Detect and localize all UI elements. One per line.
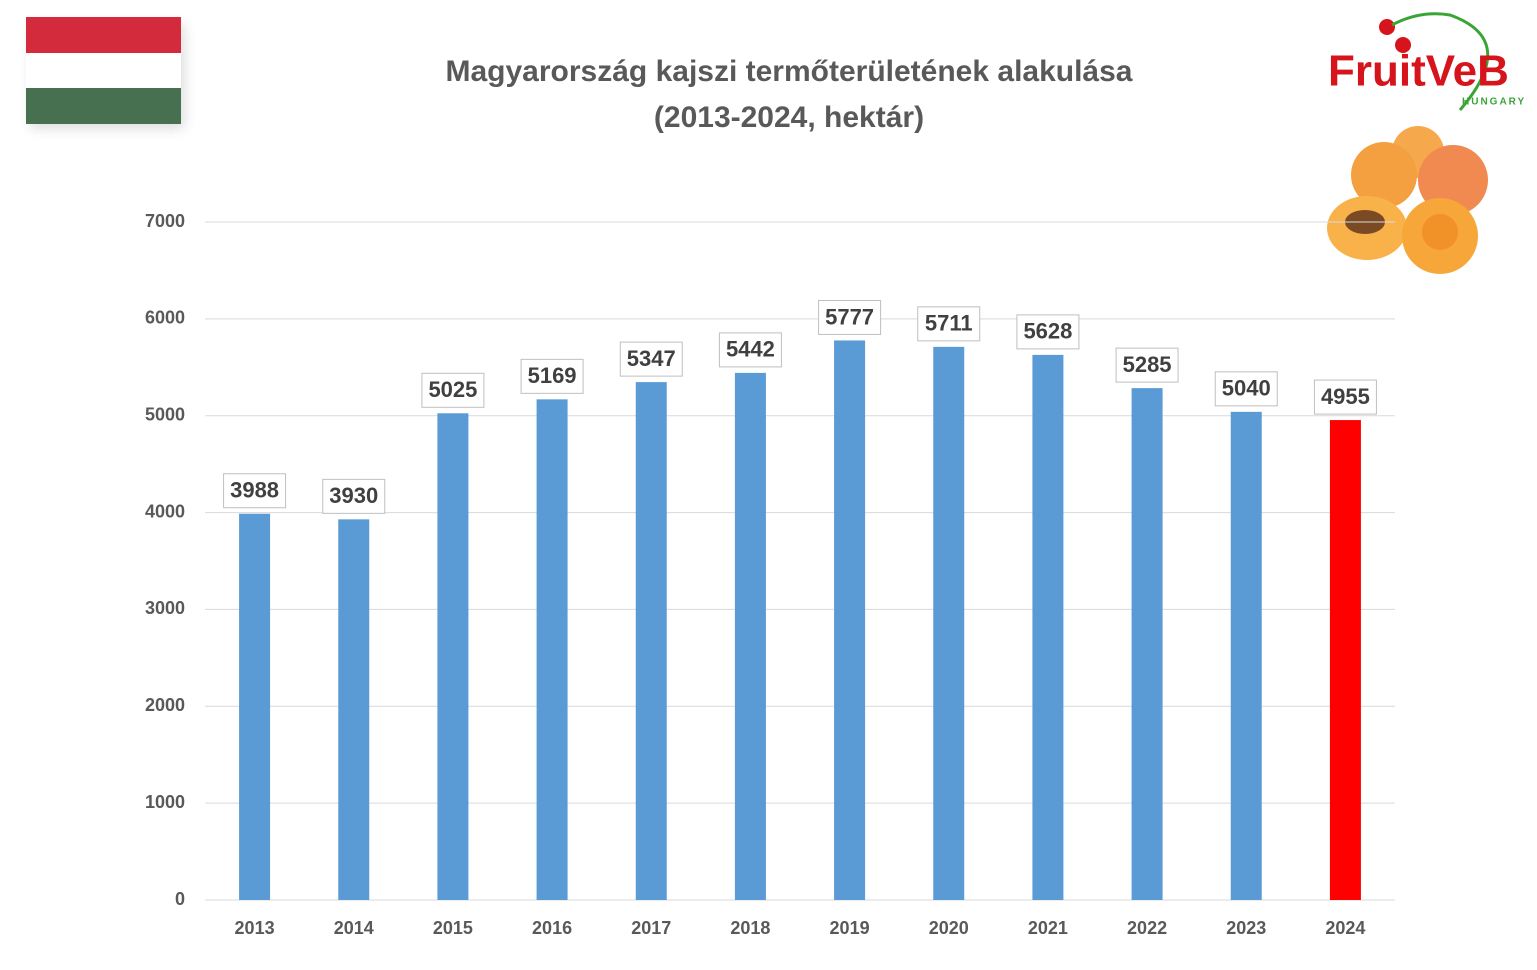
value-label-box bbox=[818, 299, 882, 335]
value-label: 3988 bbox=[230, 478, 279, 503]
value-label-box bbox=[718, 332, 782, 368]
bar bbox=[635, 382, 667, 900]
x-tick-label: 2019 bbox=[830, 918, 870, 938]
bar bbox=[1230, 411, 1262, 900]
value-label: 5628 bbox=[1023, 319, 1072, 344]
value-label-box bbox=[421, 372, 485, 408]
value-label-box bbox=[619, 341, 683, 377]
bar bbox=[338, 519, 370, 900]
y-tick-label: 2000 bbox=[145, 695, 185, 715]
chart-title: Magyarország kajszi termőterületének ala… bbox=[446, 55, 1133, 88]
value-label: 5777 bbox=[825, 304, 874, 329]
y-tick-label: 4000 bbox=[145, 501, 185, 521]
x-tick-label: 2014 bbox=[334, 918, 374, 938]
x-tick-label: 2013 bbox=[235, 918, 275, 938]
bar bbox=[1131, 388, 1163, 900]
x-tick-label: 2018 bbox=[730, 918, 770, 938]
value-label: 5442 bbox=[726, 337, 775, 362]
bar bbox=[239, 513, 271, 900]
value-label: 5285 bbox=[1123, 352, 1172, 377]
x-tick-label: 2020 bbox=[929, 918, 969, 938]
logo-country: HUNGARY bbox=[1462, 97, 1526, 108]
x-tick-label: 2021 bbox=[1028, 918, 1068, 938]
x-tick-label: 2017 bbox=[631, 918, 671, 938]
y-tick-label: 1000 bbox=[145, 792, 185, 812]
value-label: 5025 bbox=[428, 377, 477, 402]
y-tick-label: 7000 bbox=[145, 211, 185, 231]
value-label-box bbox=[1313, 379, 1377, 415]
x-tick-label: 2022 bbox=[1127, 918, 1167, 938]
x-tick-label: 2016 bbox=[532, 918, 572, 938]
y-tick-label: 0 bbox=[175, 889, 185, 909]
apricots bbox=[1327, 126, 1488, 274]
bar bbox=[1329, 420, 1361, 900]
value-label-box bbox=[223, 473, 287, 509]
x-tick-label: 2015 bbox=[433, 918, 473, 938]
value-label: 5040 bbox=[1222, 376, 1271, 401]
logo-name: FruitVeB bbox=[1328, 47, 1509, 96]
value-label: 4955 bbox=[1321, 384, 1370, 409]
bar bbox=[734, 372, 766, 900]
value-label-box bbox=[322, 478, 386, 514]
bar bbox=[437, 413, 469, 900]
value-label-box bbox=[917, 306, 981, 342]
y-tick-label: 3000 bbox=[145, 598, 185, 618]
value-label-box bbox=[1214, 371, 1278, 407]
chart-subtitle: (2013-2024, hektár) bbox=[654, 101, 924, 134]
value-label: 3930 bbox=[329, 483, 378, 508]
value-label-box bbox=[1016, 314, 1080, 350]
y-tick-label: 5000 bbox=[145, 404, 185, 424]
x-tick-label: 2024 bbox=[1325, 918, 1365, 938]
bar bbox=[1032, 354, 1064, 900]
value-label: 5347 bbox=[627, 346, 676, 371]
value-label-box bbox=[520, 358, 584, 394]
bar bbox=[933, 346, 965, 900]
x-tick-label: 2023 bbox=[1226, 918, 1266, 938]
bar bbox=[536, 399, 568, 900]
value-label: 5169 bbox=[528, 363, 577, 388]
value-label: 5711 bbox=[925, 311, 973, 336]
flag bbox=[26, 17, 185, 129]
y-tick-label: 6000 bbox=[145, 308, 185, 328]
logo: FruitVeB HUNGARY bbox=[1328, 12, 1526, 111]
bar bbox=[834, 340, 866, 900]
value-label-box bbox=[1115, 347, 1179, 383]
